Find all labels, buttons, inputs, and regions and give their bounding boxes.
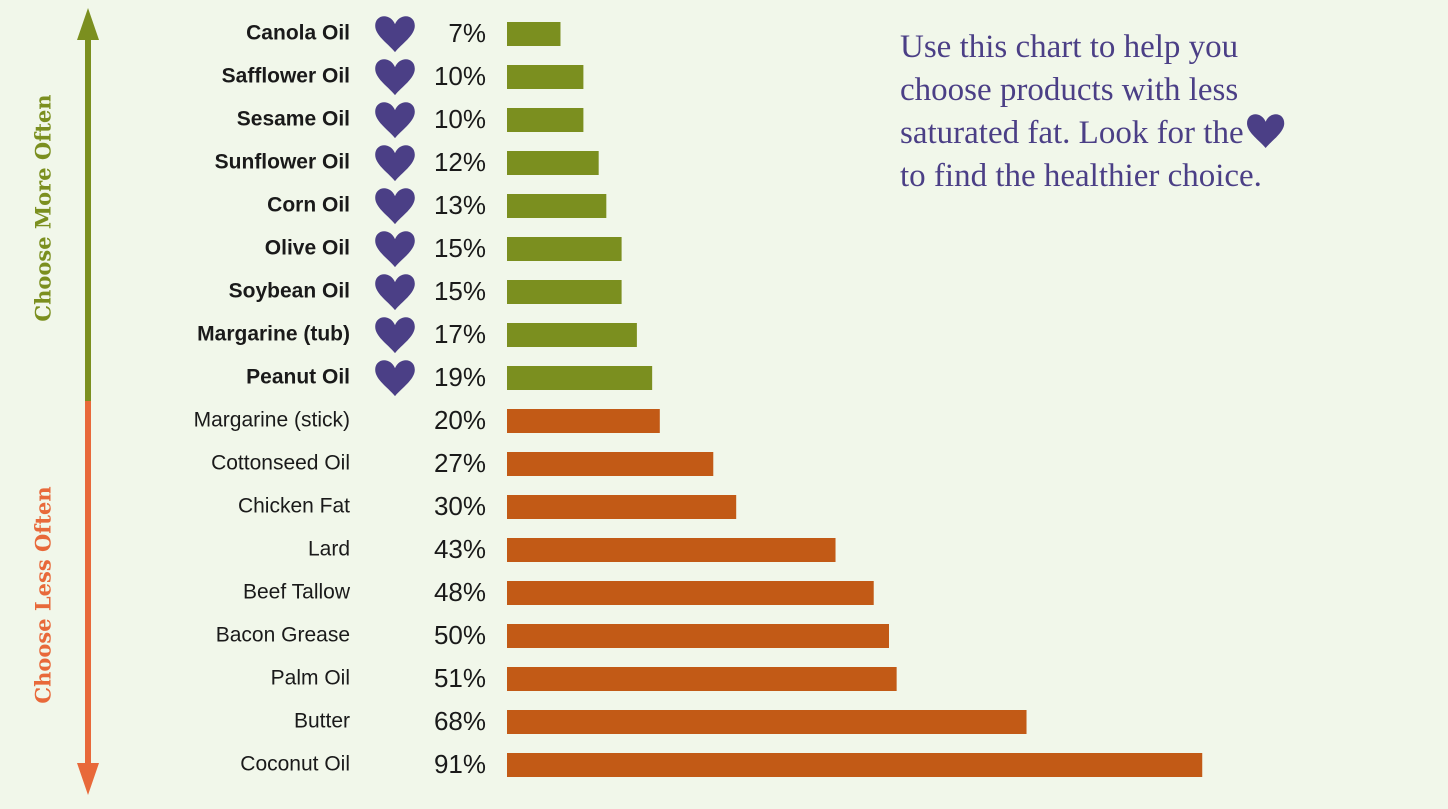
bar (507, 22, 561, 46)
value-label: 15% (434, 233, 486, 263)
category-label: Chicken Fat (238, 495, 350, 518)
bar (507, 366, 653, 390)
category-label: Sunflower Oil (215, 151, 350, 174)
value-label: 17% (434, 319, 486, 349)
value-label: 30% (434, 491, 486, 521)
category-label: Olive Oil (265, 237, 350, 260)
value-label: 68% (434, 706, 486, 736)
bar (507, 624, 889, 648)
category-label: Margarine (tub) (197, 323, 350, 346)
annotation: choose products with less (900, 72, 1238, 108)
bar (507, 710, 1027, 734)
bar (507, 667, 897, 691)
value-label: 13% (434, 190, 486, 220)
category-label: Beef Tallow (243, 581, 351, 604)
value-label: 10% (434, 61, 486, 91)
bar (507, 538, 836, 562)
category-label: Sesame Oil (237, 108, 350, 131)
value-label: 19% (434, 362, 486, 392)
bar (507, 581, 874, 605)
arrow-head (77, 8, 99, 40)
bar (507, 194, 607, 218)
category-label: Cottonseed Oil (211, 452, 350, 475)
heart (375, 59, 415, 96)
value-label: 51% (434, 663, 486, 693)
value-label: 27% (434, 448, 486, 478)
heart (375, 360, 415, 397)
category-label: Soybean Oil (229, 280, 350, 303)
group-label: Choose More Often (31, 94, 56, 321)
category-label: Bacon Grease (216, 624, 350, 647)
category-label: Butter (294, 710, 350, 733)
heart (375, 317, 415, 354)
annotation: saturated fat. Look for the (900, 115, 1244, 151)
value-label: 15% (434, 276, 486, 306)
bar (507, 753, 1203, 777)
heart (375, 274, 415, 311)
value-label: 48% (434, 577, 486, 607)
bar (507, 452, 714, 476)
bar (507, 323, 637, 347)
category-label: Safflower Oil (222, 65, 350, 88)
value-label: 7% (448, 18, 486, 48)
bar (507, 280, 622, 304)
value-label: 20% (434, 405, 486, 435)
value-label: 43% (434, 534, 486, 564)
bar (507, 65, 584, 89)
value-label: 50% (434, 620, 486, 650)
heart (375, 16, 415, 53)
category-label: Peanut Oil (246, 366, 350, 389)
heart (375, 188, 415, 225)
bar (507, 108, 584, 132)
heart (1247, 114, 1285, 149)
group-label: Choose Less Often (31, 486, 56, 703)
heart (375, 145, 415, 182)
value-label: 91% (434, 749, 486, 779)
bar (507, 495, 737, 519)
category-label: Palm Oil (271, 667, 350, 690)
value-label: 10% (434, 104, 486, 134)
category-label: Coconut Oil (240, 753, 350, 776)
value-label: 12% (434, 147, 486, 177)
category-label: Lard (308, 538, 350, 561)
bar (507, 409, 660, 433)
category-label: Margarine (stick) (194, 409, 350, 432)
bar (507, 237, 622, 261)
annotation: Use this chart to help you (900, 29, 1238, 65)
category-label: Corn Oil (267, 194, 350, 217)
heart (375, 231, 415, 268)
heart (375, 102, 415, 139)
annotation: to find the healthier choice. (900, 158, 1262, 194)
arrow-head (77, 763, 99, 795)
bar (507, 151, 599, 175)
category-label: Canola Oil (246, 22, 350, 45)
